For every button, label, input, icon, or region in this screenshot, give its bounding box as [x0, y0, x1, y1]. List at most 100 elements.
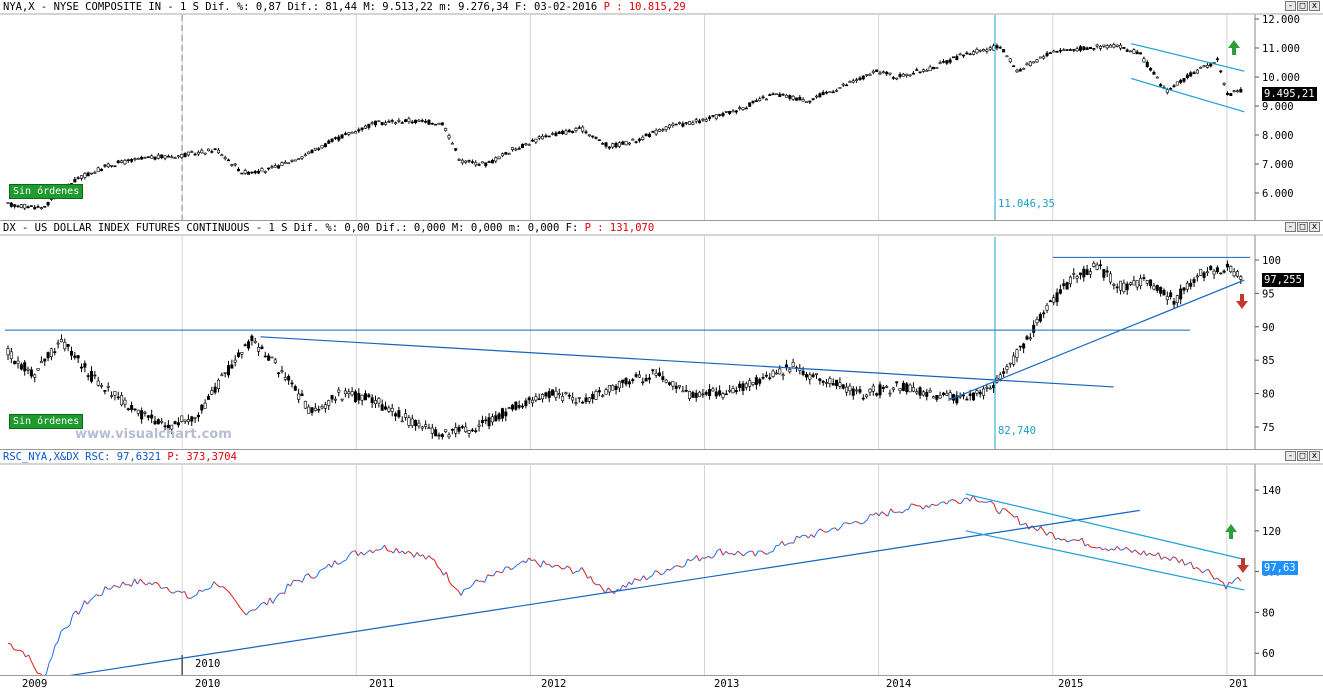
candle-body: [267, 355, 271, 361]
dx-orders-badge[interactable]: Sin órdenes: [9, 414, 84, 429]
candle-body: [1052, 50, 1056, 53]
candle-body: [1115, 286, 1119, 289]
candle-body: [16, 205, 20, 208]
candle-body: [972, 51, 976, 55]
rsc-line-segment: [969, 495, 974, 502]
candle-body: [240, 172, 244, 175]
rsc-line-segment: [1196, 567, 1200, 570]
close-button[interactable]: x: [1309, 451, 1320, 461]
rsc-line-segment: [228, 591, 233, 596]
rsc-line-segment: [401, 550, 406, 555]
up-arrow-icon: [1228, 40, 1240, 55]
candle-body: [1215, 58, 1219, 61]
candle-body: [39, 207, 43, 209]
maximize-button[interactable]: □: [1297, 1, 1308, 11]
candle-body: [1169, 292, 1173, 297]
candle-body: [988, 387, 992, 390]
candle-body: [1018, 69, 1022, 72]
rsc-line-segment: [1143, 550, 1148, 556]
candle-body: [337, 389, 341, 393]
nya-header: NYA,X - NYSE COMPOSITE IN - 1 S Dif. %: …: [3, 1, 686, 13]
candle-body: [1225, 263, 1229, 268]
close-button[interactable]: x: [1309, 222, 1320, 232]
dx-params: 1 S Dif. %: 0,00 Dif.: 0,000 M: 0,000 m:…: [268, 222, 579, 234]
candle-body: [380, 404, 384, 411]
y-tick-label: 90: [1262, 322, 1275, 334]
dx-chart[interactable]: 100 95 90 85 80 75: [0, 221, 1323, 449]
candle-body: [614, 142, 618, 148]
rsc-line-segment: [51, 645, 56, 657]
nya-orders-badge[interactable]: Sin órdenes: [9, 184, 84, 199]
minimize-button[interactable]: -: [1285, 222, 1296, 232]
candle-body: [708, 389, 712, 397]
rsc-line-segment: [1067, 540, 1071, 543]
rsc-line-segment: [10, 643, 15, 650]
candle-body: [203, 152, 207, 155]
minimize-button[interactable]: -: [1285, 451, 1296, 461]
candle-body: [861, 397, 865, 400]
rsc-line-segment: [743, 552, 747, 557]
candle-body: [404, 413, 408, 418]
candle-body: [427, 427, 431, 430]
rsc-line-segment: [119, 581, 124, 588]
candle-body: [136, 158, 140, 160]
candle-body: [758, 379, 762, 384]
rsc-chart[interactable]: 1401201008060: [0, 450, 1323, 675]
rsc-line-segment: [440, 569, 444, 576]
candle-body: [941, 61, 945, 63]
rsc-line-segment: [384, 544, 388, 552]
candle-body: [404, 119, 408, 123]
candle-body: [200, 149, 204, 154]
candle-body: [467, 430, 471, 434]
candle-body: [865, 74, 869, 76]
candle-body: [43, 358, 47, 362]
candle-body: [1045, 305, 1049, 311]
candle-body: [517, 148, 521, 150]
rsc-line-segment: [399, 550, 403, 554]
candle-body: [510, 147, 514, 150]
candle-body: [504, 152, 508, 155]
maximize-button[interactable]: □: [1297, 451, 1308, 461]
y-tick-label: 8.000: [1262, 130, 1294, 142]
maximize-button[interactable]: □: [1297, 222, 1308, 232]
candle-body: [1055, 51, 1059, 53]
rsc-line-segment: [637, 579, 641, 581]
nya-chart[interactable]: 12.000 11.000 10.000 9.000 8.000 7.000 6.000: [0, 0, 1323, 220]
candle-body: [644, 133, 648, 137]
candle-body: [270, 356, 274, 359]
candle-body: [1022, 68, 1026, 70]
candle-body: [193, 153, 197, 156]
candle-body: [975, 48, 979, 54]
rsc-line-segment: [451, 585, 456, 589]
candle-body: [1072, 273, 1076, 275]
candle-body: [407, 417, 411, 426]
candle-body: [918, 71, 922, 74]
candle-body: [1162, 290, 1166, 296]
candle-body: [223, 372, 227, 374]
candle-body: [93, 172, 97, 174]
candle-body: [100, 385, 104, 387]
minimize-button[interactable]: -: [1285, 1, 1296, 11]
rsc-line-segment: [643, 575, 647, 581]
candle-body: [347, 391, 351, 395]
candle-body: [1035, 59, 1039, 63]
candle-body: [243, 344, 247, 347]
candle-body: [1105, 45, 1109, 49]
rsc-line-segment: [484, 574, 489, 583]
candle-body: [1085, 47, 1089, 50]
candle-body: [624, 378, 628, 385]
rsc-line-segment: [572, 571, 577, 575]
close-button[interactable]: x: [1309, 1, 1320, 11]
candle-body: [143, 412, 147, 414]
rsc-line-segment: [193, 594, 197, 598]
candle-body: [1185, 282, 1189, 290]
candle-body: [330, 395, 334, 400]
candle-body: [377, 397, 381, 404]
rsc-line-segment: [266, 597, 271, 606]
candle-body: [100, 168, 104, 171]
candle-body: [841, 83, 845, 86]
dx-last-price: 97,255: [1262, 273, 1304, 287]
candle-body: [1229, 93, 1233, 97]
rsc-line-segment: [172, 591, 176, 594]
dx-p-label: P : 131,070: [584, 222, 655, 234]
